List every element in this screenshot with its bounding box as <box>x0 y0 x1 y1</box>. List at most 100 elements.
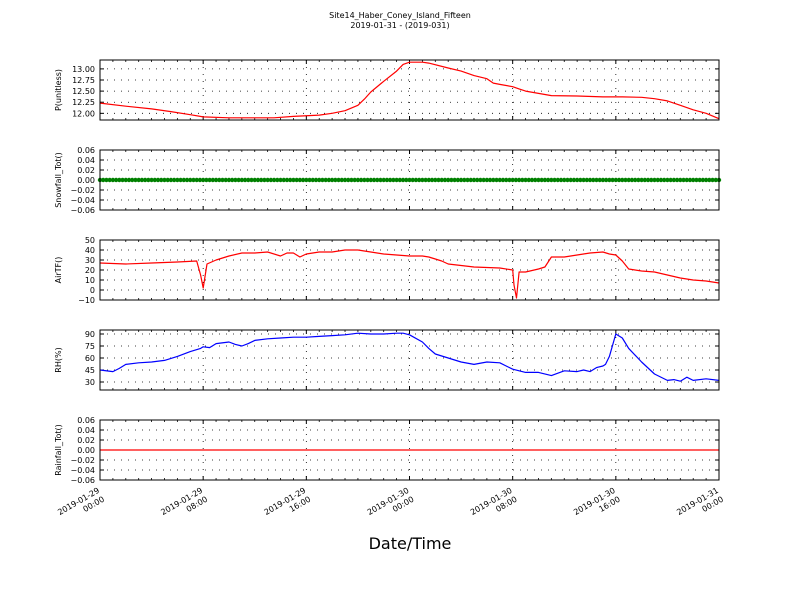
data-point <box>349 177 354 183</box>
y-tick-label: 0.06 <box>77 416 95 425</box>
data-point <box>703 177 709 183</box>
data-point <box>497 177 502 183</box>
data-point <box>149 177 154 183</box>
data-point <box>510 177 515 183</box>
data-point <box>120 177 125 183</box>
data-point <box>123 177 128 183</box>
y-tick-label: 90 <box>85 330 95 339</box>
data-point <box>355 177 361 183</box>
x-tick-label: 2019-01-3100:00 <box>675 486 725 526</box>
data-point <box>329 177 335 183</box>
data-point <box>462 177 467 183</box>
data-point <box>110 177 116 183</box>
y-tick-label: 50 <box>85 236 95 245</box>
data-point <box>162 177 167 183</box>
data-point <box>378 177 383 183</box>
series-line <box>99 249 720 299</box>
data-point <box>616 177 622 183</box>
y-tick-label: 12.50 <box>72 87 95 96</box>
data-point <box>565 177 570 183</box>
data-point <box>539 177 544 183</box>
data-point <box>520 177 525 183</box>
data-point <box>317 177 322 183</box>
data-point <box>607 177 612 183</box>
data-point <box>529 177 535 183</box>
data-point <box>307 177 312 183</box>
data-point <box>665 177 670 183</box>
data-point <box>191 177 196 183</box>
y-tick-label: 0.02 <box>77 436 95 445</box>
x-axis-label: Date/Time <box>368 534 452 553</box>
data-point <box>297 177 303 183</box>
data-point <box>426 177 432 183</box>
data-point <box>265 177 270 183</box>
y-tick-label: −0.02 <box>70 456 95 465</box>
data-point <box>710 177 715 183</box>
data-point <box>661 177 667 183</box>
series-line <box>99 332 720 382</box>
x-tick-label: 2019-01-3008:00 <box>469 486 519 526</box>
data-point <box>171 177 177 183</box>
data-point <box>101 177 106 183</box>
axes-frame <box>99 239 720 301</box>
data-point <box>416 177 422 183</box>
data-point <box>533 177 538 183</box>
y-tick-label: 30 <box>85 378 95 387</box>
data-point <box>204 177 209 183</box>
data-point <box>368 177 374 183</box>
data-point <box>674 177 680 183</box>
data-point <box>113 177 119 183</box>
data-point <box>471 177 477 183</box>
series-line <box>99 61 720 120</box>
data-point <box>181 177 187 183</box>
data-point <box>291 177 296 183</box>
data-point <box>107 177 112 183</box>
data-point <box>184 177 190 183</box>
data-point <box>536 177 541 183</box>
y-tick-label: −10 <box>78 296 95 305</box>
chart-title-line-1: Site14_Haber_Coney_Island_Fifteen <box>329 11 471 20</box>
data-point <box>410 177 415 183</box>
y-tick-label: 12.00 <box>72 109 95 118</box>
data-point <box>594 177 599 183</box>
y-tick-label: 12.75 <box>72 76 95 85</box>
data-point <box>342 177 348 183</box>
data-point <box>423 177 428 183</box>
data-point <box>442 177 448 183</box>
data-point <box>516 177 522 183</box>
data-point <box>362 177 367 183</box>
data-point <box>284 177 290 183</box>
data-point <box>578 177 583 183</box>
data-point <box>413 177 419 183</box>
data-point <box>655 177 660 183</box>
data-point <box>713 177 718 183</box>
y-tick-label: 30 <box>85 256 95 265</box>
data-point <box>600 177 606 183</box>
data-point <box>384 177 390 183</box>
data-point <box>242 177 248 183</box>
data-point <box>620 177 625 183</box>
data-point <box>687 177 693 183</box>
data-point <box>649 177 654 183</box>
data-point <box>658 177 664 183</box>
data-point <box>549 177 554 183</box>
data-point <box>159 177 164 183</box>
data-point <box>681 177 686 183</box>
data-point <box>555 177 561 183</box>
data-point <box>197 177 203 183</box>
data-point <box>494 177 499 183</box>
data-point <box>249 177 254 183</box>
data-point <box>304 177 309 183</box>
y-tick-label: 0.04 <box>77 156 95 165</box>
data-point <box>629 177 635 183</box>
data-point <box>429 177 435 183</box>
data-point <box>346 177 351 183</box>
data-point <box>465 177 470 183</box>
data-point <box>574 177 580 183</box>
data-point <box>636 177 641 183</box>
data-point <box>258 177 264 183</box>
chart-title-line-2: 2019-01-31 - (2019-031) <box>350 21 450 30</box>
data-point <box>352 177 357 183</box>
data-point <box>697 177 702 183</box>
data-point <box>468 177 473 183</box>
